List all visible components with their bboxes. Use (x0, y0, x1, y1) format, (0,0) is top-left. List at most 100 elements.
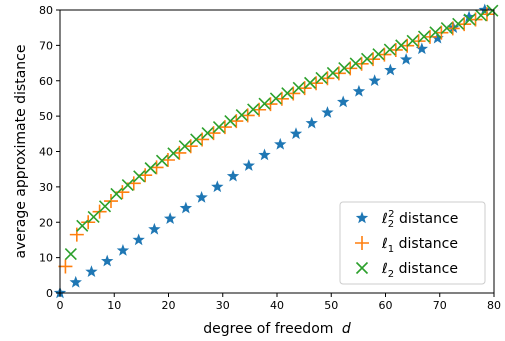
data-point (247, 103, 260, 116)
data-point (462, 10, 476, 23)
data-point (326, 66, 339, 80)
data-point (304, 76, 317, 89)
data-point (103, 194, 118, 209)
data-point (87, 210, 100, 224)
data-point (201, 127, 214, 140)
data-point (463, 13, 476, 26)
data-point (116, 244, 130, 256)
data-point (440, 21, 453, 35)
data-point (121, 179, 134, 192)
y-tick-label: 30 (39, 181, 53, 194)
data-point (406, 34, 419, 47)
data-point (429, 26, 442, 39)
x-tick-label: 60 (379, 299, 393, 312)
data-point (179, 201, 193, 214)
data-marks (53, 3, 499, 299)
data-point (258, 148, 271, 161)
data-point (224, 115, 237, 128)
legend-box (339, 201, 486, 285)
data-point (163, 212, 177, 224)
data-point (321, 106, 334, 118)
y-tick-label: 40 (39, 146, 53, 159)
y-tick-label: 50 (39, 110, 53, 123)
data-point (468, 12, 483, 27)
legend-label: ℓ22 distance (381, 209, 458, 230)
data-point (269, 92, 282, 105)
data-point (155, 154, 169, 167)
series-3-points (64, 4, 499, 261)
data-point (431, 31, 444, 44)
x-tick-label: 40 (270, 299, 284, 312)
data-point (349, 57, 362, 70)
data-point (212, 121, 226, 134)
y-tick-label: 20 (39, 216, 53, 229)
y-tick-label: 60 (39, 75, 53, 88)
data-point (178, 140, 191, 153)
data-point (337, 95, 350, 108)
data-point (305, 116, 318, 129)
data-point (242, 159, 255, 171)
data-point (148, 222, 161, 235)
x-tick-label: 70 (433, 299, 447, 312)
legend-label: ℓ1 distance (381, 236, 458, 255)
data-point (211, 180, 224, 193)
legend-label: ℓ2 distance (381, 261, 458, 280)
data-point (368, 74, 381, 87)
data-point (58, 259, 73, 274)
data-point (76, 219, 89, 232)
x-tick-label: 10 (107, 299, 121, 312)
data-point (486, 4, 499, 17)
x-tick-label: 80 (487, 299, 501, 312)
data-point (183, 139, 198, 154)
data-point (399, 53, 413, 65)
data-point (226, 169, 240, 182)
data-point (190, 133, 203, 146)
legend-marker (355, 261, 369, 275)
data-point (64, 248, 77, 261)
data-point (452, 17, 465, 30)
data-point (292, 81, 305, 94)
legend-marker (355, 236, 369, 250)
x-tick-label: 0 (57, 299, 64, 312)
y-tick-label: 0 (46, 287, 53, 300)
data-point (274, 137, 287, 150)
data-point (372, 48, 385, 61)
legend-items: ℓ22 distance ℓ1 distance ℓ2 distance (355, 209, 458, 280)
data-point (110, 187, 123, 201)
data-point (167, 147, 180, 160)
y-tick-label: 10 (39, 252, 53, 265)
data-point (69, 227, 84, 242)
x-tick-label: 20 (162, 299, 176, 312)
data-point (338, 61, 351, 75)
x-axis-label-variable: d (342, 321, 351, 337)
data-point (206, 126, 221, 141)
data-point (69, 275, 82, 288)
axis-ticks: 0 10 20 30 40 50 60 70 80 0 10 20 30 40 50 60 70 80 (39, 4, 501, 312)
x-axis-label-text: degree of freedom (203, 321, 333, 337)
legend-marker (355, 211, 369, 224)
data-point (101, 254, 114, 267)
data-point (281, 87, 294, 100)
data-point (360, 52, 374, 65)
data-point (133, 170, 146, 183)
data-point (195, 132, 210, 147)
data-point (384, 63, 397, 76)
data-point (478, 3, 491, 16)
y-tick-label: 80 (39, 4, 53, 17)
x-tick-label: 50 (324, 299, 338, 312)
y-tick-label: 70 (39, 39, 53, 52)
y-axis-label: average approximate distance (13, 45, 29, 259)
data-point (144, 162, 157, 175)
data-point (415, 42, 429, 55)
data-point (235, 108, 248, 122)
x-axis-label: degree of freedom d (203, 321, 351, 337)
data-point (98, 200, 112, 213)
data-point (289, 127, 303, 140)
data-point (383, 43, 396, 56)
data-point (417, 30, 431, 43)
data-point (217, 120, 232, 135)
legend: ℓ22 distance ℓ1 distance ℓ2 distance (339, 201, 486, 285)
data-point (315, 71, 328, 84)
data-point (132, 233, 145, 246)
